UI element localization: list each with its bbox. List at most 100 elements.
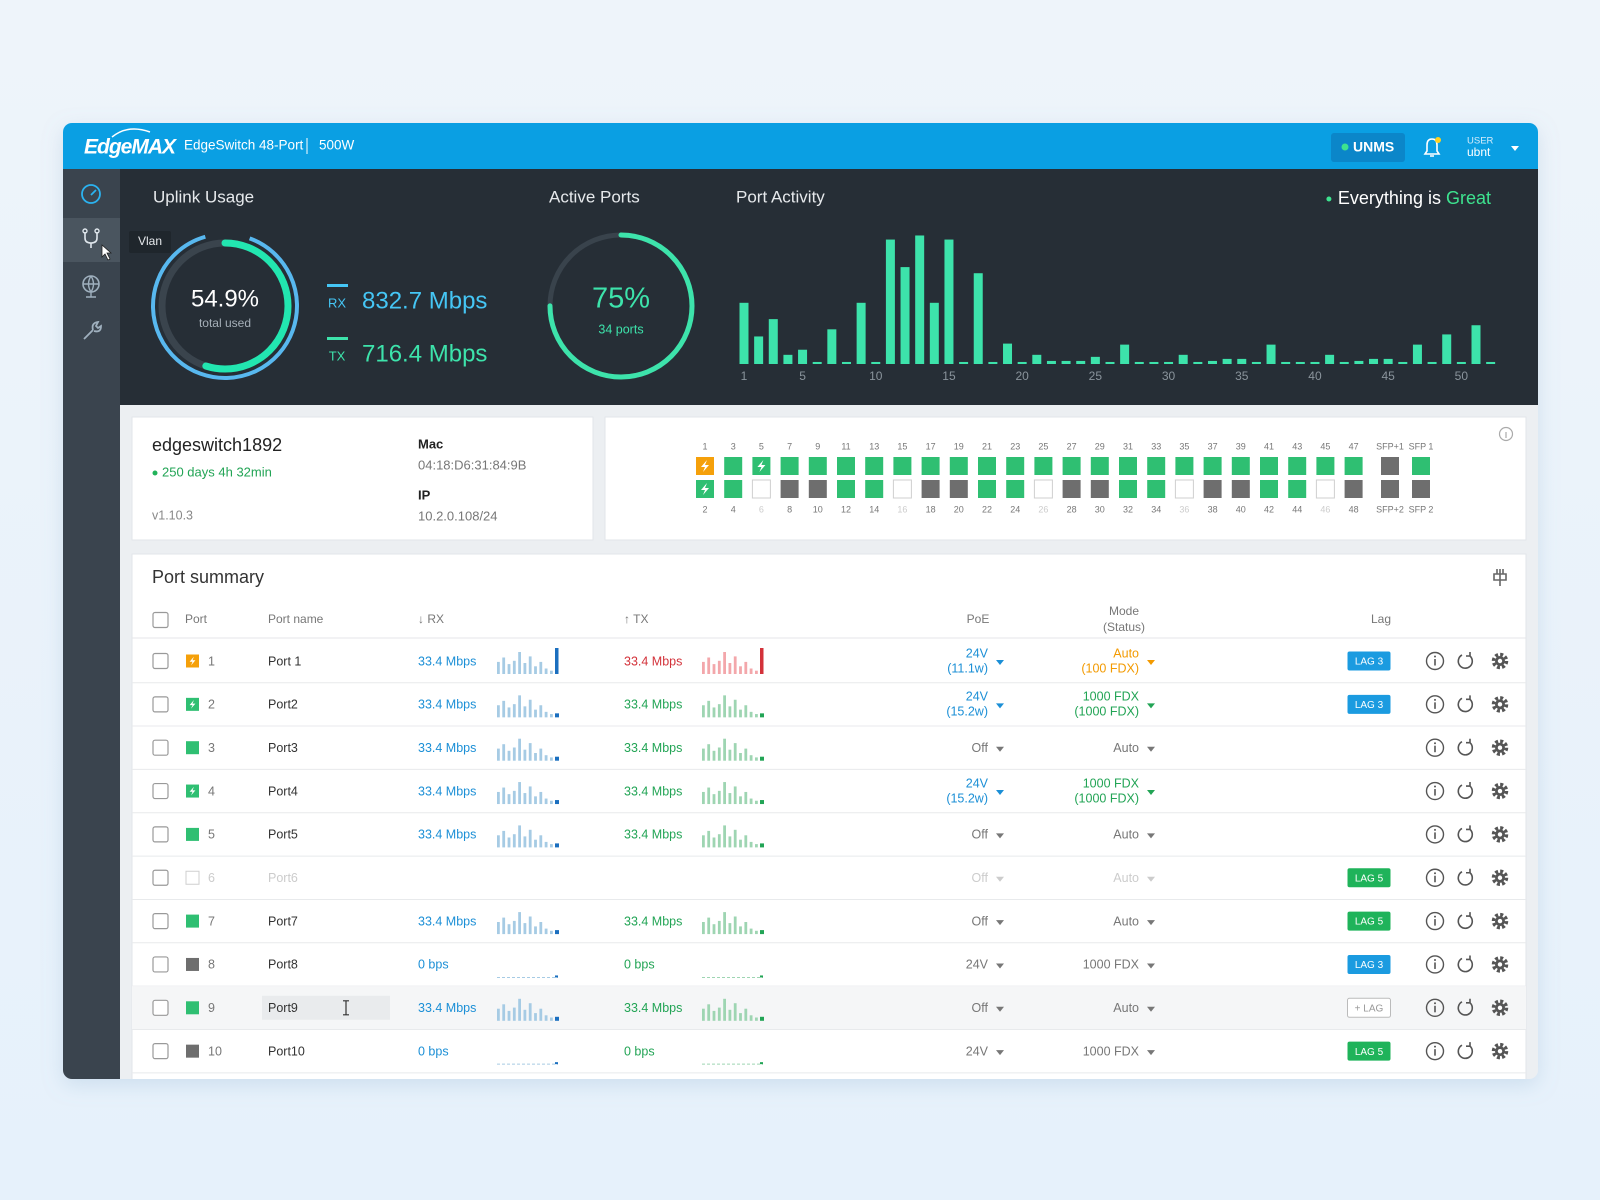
info-icon[interactable] (1498, 426, 1514, 442)
mode-dropdown[interactable] (1147, 790, 1155, 796)
lag-badge[interactable] (1347, 911, 1391, 931)
info-button[interactable] (1425, 695, 1445, 714)
rx-spark-bar (544, 1015, 548, 1021)
column-header: ↓ RX (418, 612, 444, 626)
user-menu-caret[interactable] (1511, 146, 1519, 151)
port-square (1174, 479, 1194, 499)
lag-badge[interactable] (1347, 651, 1391, 671)
restart-button[interactable] (1457, 1042, 1474, 1060)
lag-badge[interactable] (1347, 1041, 1391, 1061)
mode-dropdown[interactable] (1147, 876, 1155, 882)
nav-dashboard[interactable] (81, 184, 101, 204)
poe-dropdown[interactable] (996, 1050, 1004, 1056)
port-square (808, 480, 827, 498)
mode-dropdown[interactable] (1147, 746, 1155, 752)
rx-spark-bar (512, 920, 516, 935)
poe-dropdown[interactable] (996, 703, 1004, 709)
activity-bar (1295, 361, 1305, 364)
restart-button[interactable] (1457, 868, 1474, 886)
poe-dropdown[interactable] (996, 876, 1004, 882)
mode-dropdown[interactable] (1147, 660, 1155, 665)
activity-bar (1398, 361, 1408, 364)
port-number: 7 (208, 914, 215, 928)
checkbox[interactable] (152, 1043, 169, 1060)
checkbox[interactable] (152, 869, 169, 886)
poe-dropdown[interactable] (996, 833, 1004, 839)
lag-badge[interactable] (1347, 868, 1391, 888)
nav-vlan[interactable] (84, 232, 98, 248)
mode-dropdown[interactable] (1147, 833, 1155, 839)
unms-button[interactable] (1331, 133, 1405, 162)
port-square (1260, 480, 1278, 498)
restart-button[interactable] (1457, 695, 1474, 713)
checkbox[interactable] (152, 652, 169, 670)
port-label: 30 (1095, 504, 1105, 514)
info-button[interactable] (1425, 1041, 1445, 1061)
mac-label: Mac (418, 436, 443, 451)
restart-button[interactable] (1457, 998, 1474, 1016)
port-square (1203, 480, 1222, 498)
mode-dropdown[interactable] (1147, 1050, 1155, 1056)
poe-dropdown[interactable] (996, 1006, 1004, 1012)
info-button[interactable] (1425, 868, 1445, 887)
port-square (1090, 457, 1109, 475)
restart-button[interactable] (1457, 955, 1474, 973)
settings-button[interactable] (1491, 696, 1509, 713)
settings-button[interactable] (1491, 1042, 1509, 1060)
port-number: 3 (208, 741, 215, 755)
info-button[interactable] (1425, 825, 1445, 844)
mode-dropdown[interactable] (1147, 920, 1155, 926)
rx-spark-bar (523, 749, 527, 761)
info-button[interactable] (1425, 911, 1445, 931)
rx-spark-end (555, 648, 559, 674)
nav-tools[interactable] (83, 320, 102, 340)
poe-dropdown[interactable] (996, 963, 1004, 969)
poe-dropdown[interactable] (996, 660, 1004, 665)
settings-button[interactable] (1491, 739, 1509, 756)
settings-button[interactable] (1491, 869, 1509, 886)
checkbox[interactable] (152, 782, 169, 800)
notification-bell[interactable] (1423, 138, 1441, 157)
lag-badge[interactable] (1347, 997, 1391, 1018)
lag-badge[interactable] (1347, 694, 1391, 714)
info-button[interactable] (1425, 738, 1445, 757)
port-square (1033, 479, 1053, 499)
info-button[interactable] (1425, 781, 1445, 801)
checkbox[interactable] (152, 999, 169, 1016)
settings-button-hole (1497, 918, 1503, 924)
lag-badge[interactable] (1347, 954, 1391, 974)
port-icon[interactable] (1493, 569, 1507, 586)
checkbox[interactable] (152, 956, 169, 973)
settings-button[interactable] (1491, 652, 1509, 670)
settings-button[interactable] (1491, 826, 1509, 843)
poe-dropdown[interactable] (996, 746, 1004, 752)
rx-spark-bar (539, 705, 543, 718)
checkbox[interactable] (152, 826, 169, 843)
settings-button[interactable] (1491, 999, 1509, 1017)
mode-dropdown[interactable] (1147, 1006, 1155, 1012)
checkbox[interactable] (152, 611, 169, 629)
info-button[interactable] (1425, 955, 1445, 974)
text-cursor (343, 1000, 349, 1016)
restart-button[interactable] (1457, 912, 1474, 930)
activity-bar (856, 302, 866, 364)
checkbox[interactable] (152, 696, 169, 713)
settings-button[interactable] (1491, 782, 1509, 800)
mode-dropdown[interactable] (1147, 963, 1155, 969)
mode-dropdown[interactable] (1147, 703, 1155, 709)
checkbox[interactable] (152, 912, 169, 930)
info-button[interactable] (1425, 651, 1445, 671)
restart-button[interactable] (1457, 652, 1474, 669)
restart-button[interactable] (1457, 782, 1474, 800)
settings-button[interactable] (1491, 912, 1509, 930)
restart-button[interactable] (1457, 825, 1474, 843)
activity-bar (1134, 361, 1144, 364)
settings-button[interactable] (1491, 956, 1509, 973)
port-square (1090, 480, 1109, 498)
restart-button[interactable] (1457, 738, 1474, 756)
name-input[interactable] (262, 995, 390, 1020)
checkbox[interactable] (152, 739, 169, 756)
info-button[interactable] (1425, 998, 1445, 1017)
poe-dropdown[interactable] (996, 790, 1004, 796)
poe-dropdown[interactable] (996, 920, 1004, 926)
